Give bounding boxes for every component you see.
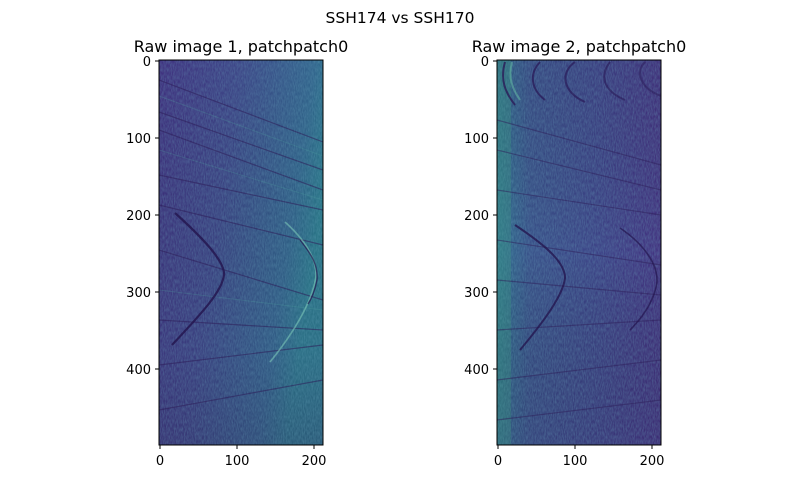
- panel-1-ytick: 200: [126, 209, 151, 224]
- panel-2-ytick: 300: [464, 286, 489, 301]
- figure-suptitle: SSH174 vs SSH170: [326, 9, 475, 27]
- panel-2-xtick: 200: [640, 454, 665, 469]
- panel-2-y-axis: 0 100 200 300 400: [464, 55, 497, 378]
- panel-2: Raw image 2, patchpatch0: [464, 37, 686, 469]
- panel-1: Raw image 1, patchpatch0: [126, 37, 348, 469]
- arc-left: [514, 224, 567, 351]
- panel-2-xtick: 0: [494, 454, 502, 469]
- panel-2-ytick: 100: [464, 132, 489, 147]
- panel-2-x-axis: 0 100 200: [494, 445, 665, 469]
- panel-1-title: Raw image 1, patchpatch0: [134, 37, 349, 56]
- panel-2-xtick: 100: [563, 454, 588, 469]
- panel-1-frame: [158, 59, 324, 446]
- panel-2-ytick: 200: [464, 209, 489, 224]
- panel-1-xtick: 0: [156, 454, 164, 469]
- panel-1-ytick: 400: [126, 363, 151, 378]
- panel-1-ytick: 100: [126, 132, 151, 147]
- panel-1-ytick: 300: [126, 286, 151, 301]
- panel-2-title: Raw image 2, patchpatch0: [472, 37, 687, 56]
- panel-1-xtick: 100: [225, 454, 250, 469]
- panel-2-ytick: 0: [481, 55, 489, 70]
- arc-right: [269, 221, 317, 363]
- panel-2-frame: [496, 59, 662, 446]
- raw-image-2: [497, 60, 661, 445]
- panel-1-x-axis: 0 100 200: [156, 445, 327, 469]
- raw-image-1: [159, 60, 323, 445]
- arc-left: [171, 212, 226, 346]
- panel-1-ytick: 0: [143, 55, 151, 70]
- panel-1-xtick: 200: [302, 454, 327, 469]
- panel-1-y-axis: 0 100 200 300 400: [126, 55, 159, 378]
- arc-right: [619, 227, 658, 331]
- panel-2-ytick: 400: [464, 363, 489, 378]
